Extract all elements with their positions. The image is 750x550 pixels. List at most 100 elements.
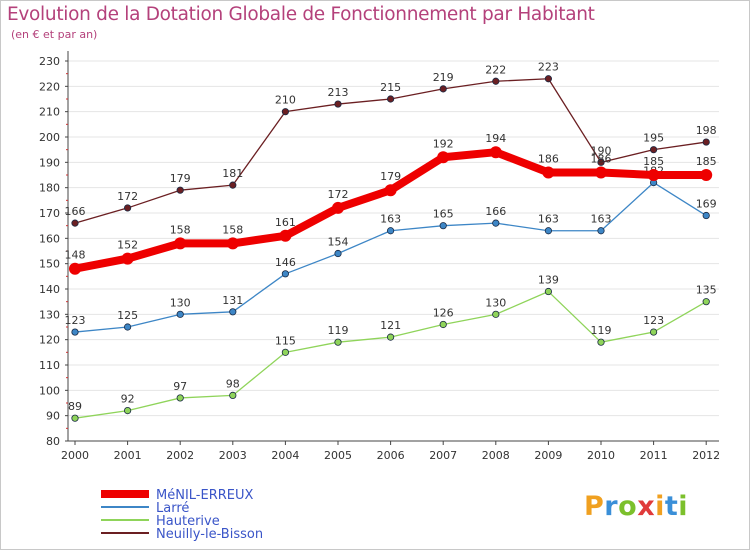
data-label-hauterive-2007: 126 [433,306,454,319]
y-tick-label-90: 90 [46,410,60,423]
data-point-larr--2009 [544,227,553,235]
x-tick-label-2000: 2000 [61,449,89,462]
y-tick-label-110: 110 [39,359,60,372]
data-label-m-nil-erreux-2011: 185 [643,155,664,168]
data-label-hauterive-2011: 123 [643,314,664,327]
data-label-larr--2009: 163 [538,213,559,226]
y-tick-label-180: 180 [39,182,60,195]
data-label-neuilly-le-bisson-2005: 213 [328,86,349,99]
data-point-larr--2007 [439,222,447,230]
logo-letter: o [618,491,638,522]
data-label-neuilly-le-bisson-2000: 166 [65,205,86,218]
data-point-larr--2002 [176,310,184,318]
data-label-m-nil-erreux-2005: 172 [328,188,349,201]
data-point-hauterive-2011 [649,328,658,336]
data-label-hauterive-2006: 121 [380,319,401,332]
data-point-m-nil-erreux-2000 [69,262,81,275]
data-point-m-nil-erreux-2007 [437,151,450,164]
data-label-larr--2012: 169 [696,198,717,211]
y-tick-label-170: 170 [39,207,60,220]
data-point-m-nil-erreux-2003 [226,237,239,250]
x-tick-label-2004: 2004 [271,449,299,462]
data-point-m-nil-erreux-2010 [595,166,607,179]
x-tick-label-2012: 2012 [692,449,720,462]
data-point-larr--2001 [124,323,132,331]
y-tick-label-190: 190 [39,156,60,169]
data-label-m-nil-erreux-2000: 148 [65,249,86,262]
x-tick-label-2006: 2006 [377,449,405,462]
data-point-larr--2004 [281,270,289,278]
series-line-larr- [74,181,707,333]
data-label-neuilly-le-bisson-2002: 179 [170,172,191,185]
data-label-hauterive-2005: 119 [328,324,349,337]
data-label-larr--2004: 146 [275,256,296,269]
data-label-neuilly-le-bisson-2008: 222 [485,63,506,76]
x-tick-label-2008: 2008 [482,449,510,462]
y-tick-label-130: 130 [39,308,60,321]
y-tick-label-220: 220 [39,80,60,93]
data-label-neuilly-le-bisson-2012: 198 [696,124,717,137]
series-line-hauterive [74,290,707,419]
data-label-neuilly-le-bisson-2004: 210 [275,94,296,107]
logo-letter: i [655,491,665,522]
x-tick-label-2001: 2001 [114,449,142,462]
data-point-larr--2012 [702,211,710,220]
logo-letter: i [678,491,689,522]
data-point-hauterive-2006 [386,333,395,341]
data-point-neuilly-le-bisson-2007 [439,85,447,93]
data-label-larr--2008: 166 [485,205,506,218]
data-label-larr--2001: 125 [117,309,138,322]
data-label-m-nil-erreux-2009: 186 [538,152,559,165]
data-point-larr--2006 [386,227,395,235]
proxiti-logo: Proxiti [584,491,688,522]
data-label-hauterive-2002: 97 [173,380,187,393]
data-label-m-nil-erreux-2001: 152 [117,239,138,252]
data-label-m-nil-erreux-2008: 194 [485,132,506,145]
y-tick-label-200: 200 [39,131,60,144]
data-label-larr--2005: 154 [328,236,349,249]
data-point-neuilly-le-bisson-2001 [124,204,132,212]
data-point-hauterive-2003 [229,391,237,399]
data-label-m-nil-erreux-2010: 186 [591,152,612,165]
y-tick-label-140: 140 [39,283,60,296]
data-point-neuilly-le-bisson-2005 [334,100,342,108]
x-tick-label-2009: 2009 [534,449,562,462]
data-label-neuilly-le-bisson-2006: 215 [380,81,401,94]
data-point-hauterive-2012 [702,298,710,306]
logo-letter: x [637,491,656,522]
data-label-hauterive-2004: 115 [275,334,296,347]
data-point-m-nil-erreux-2009 [542,166,555,179]
data-point-m-nil-erreux-2001 [121,252,134,265]
data-label-larr--2010: 163 [591,213,612,226]
legend-label-neuilly-le-bisson: Neuilly-le-Bisson [156,527,263,542]
y-tick-label-100: 100 [39,384,60,397]
x-tick-label-2005: 2005 [324,449,352,462]
logo-letter: P [584,491,605,522]
data-label-m-nil-erreux-2002: 158 [170,223,191,236]
y-tick-label-230: 230 [39,55,60,68]
data-point-neuilly-le-bisson-2011 [649,146,658,154]
data-point-larr--2005 [334,249,342,258]
data-point-neuilly-le-bisson-2008 [492,77,500,85]
data-label-m-nil-erreux-2004: 161 [275,216,296,229]
data-label-neuilly-le-bisson-2007: 219 [433,71,454,84]
data-label-m-nil-erreux-2003: 158 [222,223,243,236]
data-point-hauterive-2005 [334,338,342,346]
data-label-m-nil-erreux-2012: 185 [696,155,717,168]
data-point-m-nil-erreux-2002 [174,237,187,250]
data-label-hauterive-2009: 139 [538,274,559,287]
y-tick-label-210: 210 [39,106,60,119]
data-point-hauterive-2001 [124,406,132,415]
data-point-hauterive-2004 [281,348,289,356]
legend-label-hauterive: Hauterive [156,514,220,529]
x-tick-label-2010: 2010 [587,449,615,462]
data-label-neuilly-le-bisson-2009: 223 [538,61,559,74]
data-label-larr--2002: 130 [170,296,191,309]
y-tick-label-120: 120 [39,334,60,347]
data-label-larr--2006: 163 [380,213,401,226]
data-point-hauterive-2009 [544,287,553,296]
x-tick-label-2002: 2002 [166,449,194,462]
data-point-hauterive-2008 [492,310,500,318]
data-point-larr--2000 [71,328,79,336]
